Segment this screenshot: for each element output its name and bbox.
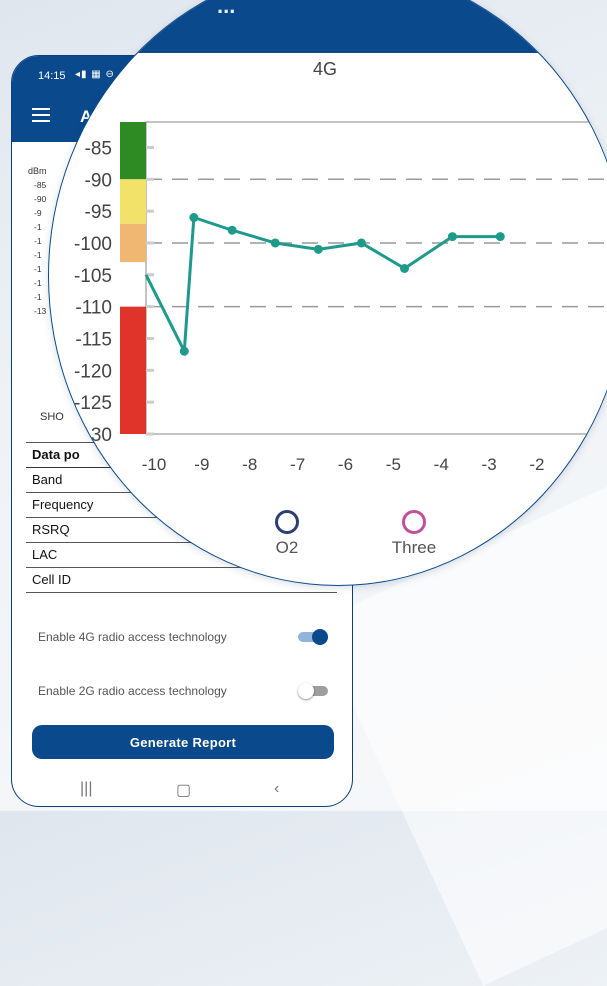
y-tick-label: -130 [74,425,112,446]
mini-tick: -1 [34,250,42,260]
mini-tick: -85 [34,180,47,190]
legend-o2-icon [275,510,299,534]
toggle-row-2g: Enable 2G radio access technology [38,679,328,703]
data-point [495,232,505,242]
table-row: RSRQ [26,518,337,543]
mini-tick: -9 [34,208,42,218]
x-axis-label: Minu [573,476,607,495]
back-nav-icon[interactable]: ‹ [274,780,280,797]
toggle-2g-switch[interactable] [298,683,328,699]
x-tick-label: -9 [194,455,209,474]
legend-item-o2[interactable]: O2 [257,510,317,558]
quality-band [120,179,146,224]
legend-item-three[interactable]: Three [384,510,444,558]
data-point [447,232,457,242]
x-tick-label: -3 [482,455,497,474]
data-point [189,213,199,223]
mini-tick: -1 [34,278,42,288]
plot-area [145,121,607,435]
y-tick-label: -95 [85,202,112,223]
magnified-banner-text: ... [217,0,236,18]
mini-tick: -1 [34,292,42,302]
y-tick-label: -115 [75,329,112,350]
toggle-4g-switch[interactable] [298,629,328,645]
status-icons: ◂▮ ▦ ⊖ • [75,69,124,80]
series-line [144,215,501,357]
magnified-chart-view: ... 4G -85 -90 -95 -100 -105 -110 -115 -120 -125… [48,0,607,586]
y-tick-label: -90 [85,170,112,191]
x-tick-label: -7 [290,455,305,474]
legend-three-icon [402,510,426,534]
y-tick-label: -85 [85,138,112,159]
y-tick-label: -120 [74,361,112,382]
quality-band [120,306,146,434]
toggle-label-4g: Enable 4G radio access technology [38,630,227,644]
legend-label: O2 [275,538,299,557]
mini-tick: -1 [34,222,42,232]
mini-tick: -90 [34,194,47,204]
hamburger-menu-icon[interactable] [32,108,50,122]
chart-title: 4G [313,59,338,79]
mini-tick: -1 [34,264,42,274]
toggle-label-2g: Enable 2G radio access technology [38,684,227,698]
y-tick-label: -125 [74,393,112,414]
x-tick-label: -5 [386,455,401,474]
data-point [313,244,323,254]
x-tick-label: -1 [577,455,592,474]
mini-tick: -1 [34,236,42,246]
data-point [400,263,410,273]
mini-tick: -13 [34,306,47,316]
table-row: Cell ID [26,568,337,593]
x-tick-label: -8 [242,455,257,474]
mini-chart-unit: dBm [28,166,47,176]
data-point [270,238,280,248]
section-label: SHO [40,411,64,423]
recents-nav-icon[interactable]: ||| [80,780,93,797]
data-point [356,238,366,248]
quality-band [120,122,146,180]
x-tick-label: -10 [142,455,167,474]
magnified-app-bar: ... [49,0,607,53]
generate-report-button[interactable]: Generate Report [32,725,334,759]
table-row: LAC [26,543,337,568]
home-nav-icon[interactable]: ▢ [176,782,192,799]
legend-label: Three [391,538,437,557]
y-tick-label: -100 [74,234,112,255]
system-nav-bar: ||| ▢ ‹ [12,774,352,806]
y-tick-label: -105 [74,266,112,287]
quality-band [120,223,146,263]
x-tick-label: -2 [529,455,544,474]
status-time: 14:15 [38,70,66,82]
toggle-row-4g: Enable 4G radio access technology [38,625,328,649]
x-tick-label: -6 [338,455,353,474]
x-tick-label: -4 [434,455,449,474]
y-tick-label: -110 [75,298,112,319]
signal-line-chart: -85 -90 -95 -100 -105 -110 -115 -120 -125 -130 -10… [74,121,607,495]
data-point [227,225,237,235]
data-point [179,346,189,356]
